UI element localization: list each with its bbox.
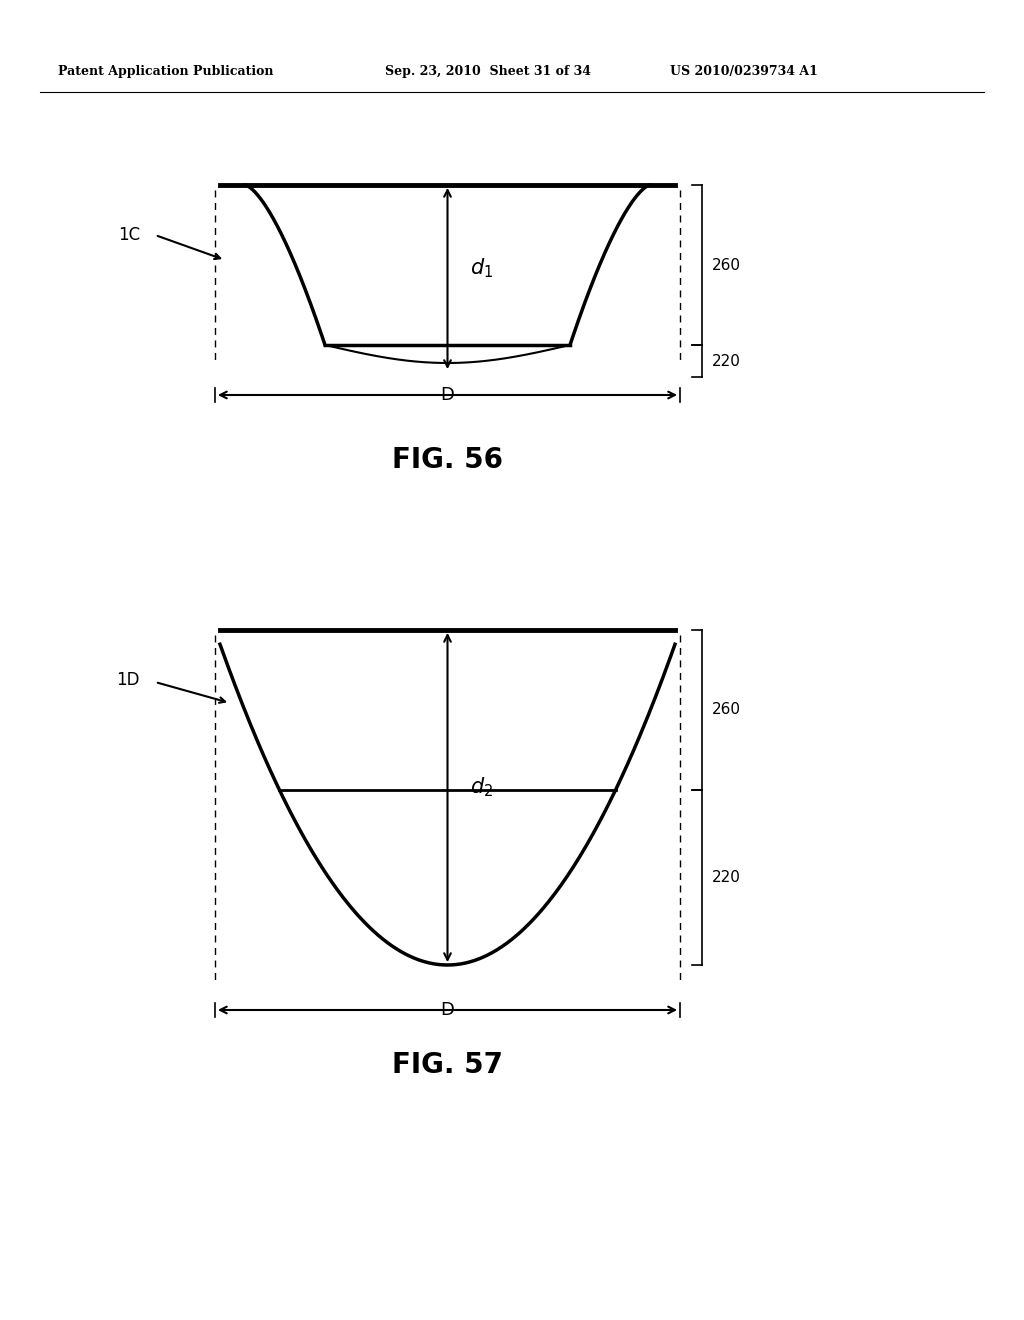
Text: 220: 220 bbox=[712, 870, 741, 884]
Text: D: D bbox=[440, 1001, 455, 1019]
Text: US 2010/0239734 A1: US 2010/0239734 A1 bbox=[670, 66, 818, 78]
Text: FIG. 56: FIG. 56 bbox=[392, 446, 504, 474]
Text: 260: 260 bbox=[712, 257, 741, 272]
Text: $d_2$: $d_2$ bbox=[469, 776, 493, 800]
Text: Sep. 23, 2010  Sheet 31 of 34: Sep. 23, 2010 Sheet 31 of 34 bbox=[385, 66, 591, 78]
Text: FIG. 57: FIG. 57 bbox=[392, 1051, 504, 1078]
Text: Patent Application Publication: Patent Application Publication bbox=[58, 66, 273, 78]
Text: $d_1$: $d_1$ bbox=[469, 256, 493, 280]
Text: 220: 220 bbox=[712, 354, 741, 368]
Text: 1D: 1D bbox=[117, 671, 140, 689]
Text: 260: 260 bbox=[712, 702, 741, 718]
Text: 1C: 1C bbox=[118, 226, 140, 244]
Text: D: D bbox=[440, 385, 455, 404]
